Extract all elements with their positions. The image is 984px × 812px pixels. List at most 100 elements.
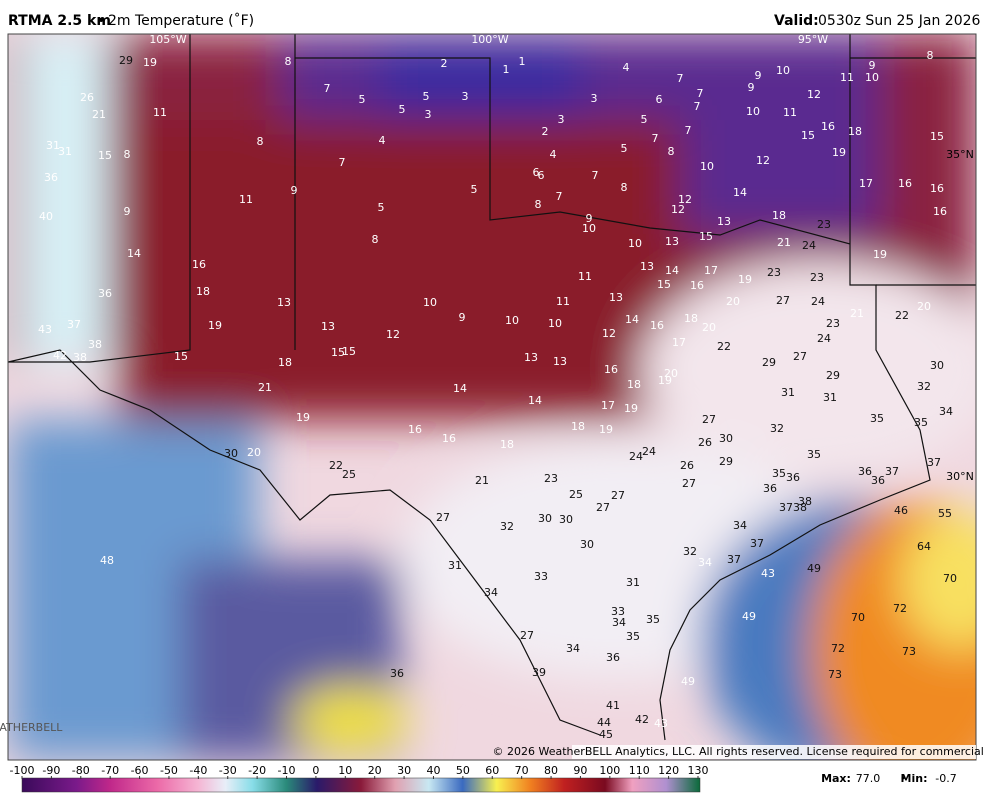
colorbar-tick-label: -80 <box>72 764 90 777</box>
station-value: 7 <box>339 156 346 169</box>
station-value: 22 <box>895 309 909 322</box>
station-value: 70 <box>943 572 957 585</box>
longitude-label: 95°W <box>798 33 828 46</box>
station-value: 40 <box>39 210 53 223</box>
station-value: 36 <box>390 667 404 680</box>
station-value: 10 <box>505 314 519 327</box>
station-value: 45 <box>599 728 613 741</box>
station-value: 13 <box>665 235 679 248</box>
station-value: 38 <box>88 338 102 351</box>
colorbar-tick-label: 70 <box>515 764 529 777</box>
station-value: 36 <box>763 482 777 495</box>
station-value: 34 <box>484 586 498 599</box>
station-value: 16 <box>898 177 912 190</box>
station-value: 13 <box>609 291 623 304</box>
station-value: 31 <box>781 386 795 399</box>
station-value: 38 <box>793 501 807 514</box>
station-value: 8 <box>372 233 379 246</box>
station-value: 5 <box>378 201 385 214</box>
station-value: 19 <box>658 374 672 387</box>
station-value: 34 <box>939 405 953 418</box>
station-value: 24 <box>802 239 816 252</box>
latitude-label: 35°N <box>946 148 974 161</box>
colorbar-tick-label: 90 <box>573 764 587 777</box>
station-value: 9 <box>755 69 762 82</box>
station-value: 38 <box>798 495 812 508</box>
station-value: 10 <box>700 160 714 173</box>
station-value: 31 <box>626 576 640 589</box>
station-value: 14 <box>665 264 679 277</box>
station-value: 6 <box>538 169 545 182</box>
station-value: 11 <box>153 106 167 119</box>
station-value: 32 <box>683 545 697 558</box>
station-value: 18 <box>196 285 210 298</box>
station-value: 22 <box>717 340 731 353</box>
station-value: 27 <box>520 629 534 642</box>
station-value: 38 <box>73 351 87 364</box>
latitude-label: 30°N <box>946 470 974 483</box>
station-value: 19 <box>208 319 222 332</box>
station-value: 6 <box>656 93 663 106</box>
station-value: 12 <box>756 154 770 167</box>
station-value: 44 <box>597 716 611 729</box>
station-value: 22 <box>329 459 343 472</box>
station-value: 12 <box>386 328 400 341</box>
station-value: 21 <box>92 108 106 121</box>
station-value: 27 <box>702 413 716 426</box>
station-value: 4 <box>550 148 557 161</box>
station-value: 3 <box>425 108 432 121</box>
colorbar-tick-label: 100 <box>599 764 620 777</box>
station-value: 16 <box>442 432 456 445</box>
station-value: 9 <box>291 184 298 197</box>
station-value: 24 <box>817 332 831 345</box>
station-value: 3 <box>591 92 598 105</box>
station-value: 29 <box>119 54 133 67</box>
station-value: 36 <box>871 474 885 487</box>
station-value: 13 <box>553 355 567 368</box>
station-value: 7 <box>652 132 659 145</box>
station-value: 23 <box>544 472 558 485</box>
station-value: 18 <box>278 356 292 369</box>
station-value: 13 <box>524 351 538 364</box>
station-value: 37 <box>927 456 941 469</box>
copyright: © 2026 WeatherBELL Analytics, LLC. All r… <box>493 745 984 758</box>
station-value: 30 <box>719 432 733 445</box>
station-value: 18 <box>627 378 641 391</box>
station-value: 27 <box>776 294 790 307</box>
station-value: 27 <box>436 511 450 524</box>
station-value: 37 <box>885 465 899 478</box>
station-value: 16 <box>650 319 664 332</box>
station-value: 5 <box>641 113 648 126</box>
colorbar-tick-label: -40 <box>189 764 207 777</box>
colorbar-tick-label: 30 <box>397 764 411 777</box>
station-value: 17 <box>704 264 718 277</box>
station-value: 35 <box>914 416 928 429</box>
station-value: 37 <box>750 537 764 550</box>
station-value: 19 <box>873 248 887 261</box>
valid-time: 0530z Sun 25 Jan 2026 <box>818 13 981 29</box>
station-value: 73 <box>828 668 842 681</box>
station-value: 35 <box>870 412 884 425</box>
station-value: 34 <box>733 519 747 532</box>
station-value: 9 <box>748 81 755 94</box>
station-value: 21 <box>258 381 272 394</box>
station-value: 26 <box>80 91 94 104</box>
station-value: 7 <box>592 169 599 182</box>
station-value: 4 <box>379 134 386 147</box>
colorbar-tick-label: 110 <box>629 764 650 777</box>
station-value: 10 <box>582 222 596 235</box>
station-value: 7 <box>685 124 692 137</box>
station-value: 55 <box>938 507 952 520</box>
logo: WEATHERBELL <box>0 721 63 734</box>
station-value: 17 <box>601 399 615 412</box>
colorbar-tick-label: 130 <box>688 764 709 777</box>
station-value: 9 <box>586 212 593 225</box>
station-value: 23 <box>810 271 824 284</box>
station-value: 34 <box>698 556 712 569</box>
station-value: 16 <box>930 182 944 195</box>
station-value: 8 <box>124 148 131 161</box>
station-value: 34 <box>612 616 626 629</box>
station-value: 39 <box>532 666 546 679</box>
station-value: 30 <box>930 359 944 372</box>
station-value: 35 <box>626 630 640 643</box>
